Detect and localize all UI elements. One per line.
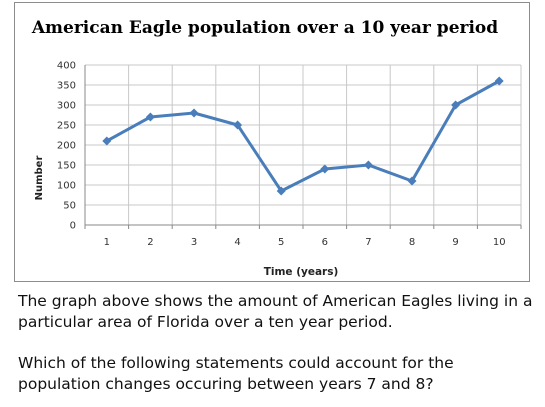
y-tick-label: 250 bbox=[57, 121, 76, 132]
data-point-marker bbox=[494, 76, 504, 86]
series-layer bbox=[102, 76, 504, 196]
y-tick-label: 50 bbox=[63, 201, 76, 212]
question-paragraph-1: The graph above shows the amount of Amer… bbox=[18, 292, 533, 331]
y-tick-label: 350 bbox=[57, 81, 76, 92]
y-tick-label: 300 bbox=[57, 101, 76, 112]
x-tick-label: 5 bbox=[278, 237, 284, 248]
x-tick-label: 6 bbox=[322, 237, 328, 248]
chart-frame: American Eagle population over a 10 year… bbox=[14, 2, 530, 282]
x-tick-label: 1 bbox=[104, 237, 110, 248]
data-point-marker bbox=[145, 112, 155, 122]
line-chart: American Eagle population over a 10 year… bbox=[31, 18, 522, 278]
y-tick-label: 200 bbox=[57, 141, 76, 152]
x-tick-label: 4 bbox=[234, 237, 240, 248]
x-tick-label: 8 bbox=[409, 237, 415, 248]
data-point-marker bbox=[363, 160, 373, 170]
data-point-marker bbox=[320, 164, 330, 174]
y-tick-label: 100 bbox=[57, 181, 76, 192]
series-line bbox=[106, 79, 500, 193]
y-tick-label: 0 bbox=[70, 221, 76, 232]
question-paragraph-2: Which of the following statements could … bbox=[18, 354, 454, 393]
data-point-marker bbox=[189, 108, 199, 118]
x-tick-label: 10 bbox=[493, 237, 506, 248]
data-point-marker bbox=[233, 120, 243, 130]
x-axis-label: Time (years) bbox=[264, 266, 339, 278]
chart-title: American Eagle population over a 10 year… bbox=[31, 18, 498, 38]
data-point-marker bbox=[102, 136, 112, 146]
x-tick-label: 2 bbox=[147, 237, 153, 248]
data-point-marker bbox=[451, 100, 461, 110]
y-tick-label: 150 bbox=[57, 161, 76, 172]
y-tick-label: 400 bbox=[57, 61, 76, 72]
tick-labels: 0 50 100 150 200 250 300 350 400 1 2 3 4 5 6 7 8 9 10 bbox=[57, 61, 506, 249]
x-tick-label: 7 bbox=[365, 237, 371, 248]
data-point-marker bbox=[407, 176, 417, 186]
x-tick-label: 3 bbox=[191, 237, 197, 248]
x-tick-label: 9 bbox=[452, 237, 458, 248]
grid-lines bbox=[84, 64, 522, 229]
data-point-marker bbox=[276, 186, 286, 196]
y-axis-label: Number bbox=[34, 156, 45, 201]
